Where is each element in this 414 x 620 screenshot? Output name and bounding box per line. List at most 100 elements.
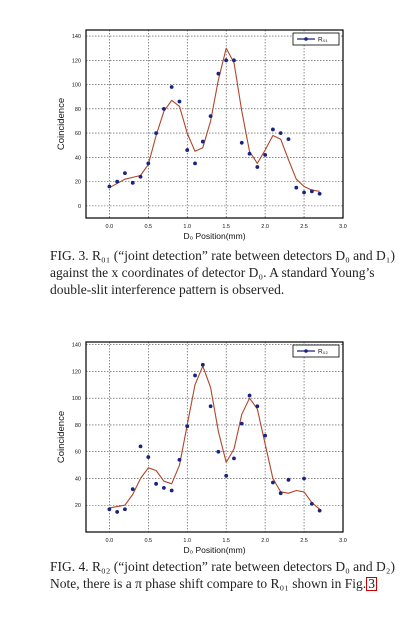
legend-marker — [304, 37, 308, 41]
x-tick-label: 2.0 — [261, 224, 269, 230]
data-point — [107, 507, 112, 512]
x-tick-label: 0.5 — [144, 538, 152, 544]
y-tick-label: 60 — [75, 131, 81, 137]
caption-fig3-text: R₀₁ (“joint detection” rate between dete… — [50, 248, 395, 297]
caption-fig4-lead: FIG. 4. — [50, 559, 89, 574]
data-point — [200, 362, 205, 367]
data-point — [146, 455, 151, 459]
data-point — [115, 510, 120, 514]
y-tick-label: 20 — [75, 503, 81, 509]
data-point — [232, 456, 236, 461]
data-point — [177, 457, 182, 462]
data-point — [154, 481, 158, 486]
data-point — [255, 404, 260, 409]
y-axis-label: Coincidence — [56, 411, 67, 463]
data-point — [239, 421, 244, 426]
y-tick-label: 0 — [78, 204, 81, 210]
x-tick-label: 3.0 — [339, 224, 347, 230]
x-tick-label: 2.5 — [300, 224, 308, 230]
data-point — [271, 127, 275, 132]
figure-4: 0.0 0.5 1.0 1.5 2.0 2.5 3.0 20 40 60 80 100 120 140 D₀… — [0, 320, 414, 565]
x-axis-label: D₀ Position(mm) — [183, 545, 245, 555]
x-tick-label: 3.0 — [339, 538, 347, 544]
data-point — [294, 185, 299, 190]
fit-curve — [109, 47, 320, 192]
data-point — [208, 404, 213, 409]
data-point — [224, 473, 229, 478]
y-tick-label: 100 — [72, 396, 81, 402]
data-point — [239, 140, 244, 145]
data-point — [130, 487, 135, 492]
data-point — [247, 393, 252, 398]
data-point — [115, 179, 120, 184]
y-tick-label: 140 — [72, 343, 81, 349]
caption-fig3-lead: FIG. 3. — [50, 248, 89, 263]
data-point — [154, 131, 158, 135]
legend-label: R₀₁ — [318, 37, 328, 44]
data-point — [123, 171, 127, 176]
y-tick-label: 40 — [75, 155, 81, 161]
y-tick-label: 120 — [72, 369, 81, 375]
data-point — [263, 433, 268, 438]
data-point — [309, 189, 314, 194]
legend-marker — [304, 349, 308, 353]
data-point — [146, 161, 151, 166]
x-tick-label: 1.5 — [222, 224, 230, 230]
data-point — [224, 58, 229, 63]
data-point — [317, 191, 322, 196]
data-point — [309, 502, 314, 506]
y-tick-label: 20 — [75, 180, 81, 186]
caption-fig4-text: R₀₂ (“joint detection” rate between dete… — [50, 559, 395, 591]
chart-fig3: 0.0 0.5 1.0 1.5 2.0 2.5 3.0 0 20 40 60 80 100 120 140 D… — [56, 29, 347, 241]
data-point — [317, 508, 322, 513]
data-point — [177, 99, 182, 104]
caption-fig4: FIG. 4. R₀₂ (“joint detection” rate betw… — [50, 558, 395, 592]
legend-label: R₀₂ — [318, 349, 328, 356]
x-tick-label: 1.5 — [222, 538, 230, 544]
x-tick-label: 1.0 — [183, 224, 191, 230]
data-point — [278, 131, 283, 135]
data-point — [185, 148, 190, 152]
data-point — [200, 139, 205, 144]
fit-curve — [109, 365, 320, 510]
data-point — [216, 71, 221, 76]
data-point — [185, 424, 190, 429]
x-tick-label: 0.0 — [106, 224, 114, 230]
legend-box — [292, 344, 340, 358]
caption-fig3: FIG. 3. R₀₁ (“joint detection” rate betw… — [50, 247, 395, 298]
data-point — [161, 485, 166, 490]
y-tick-label: 60 — [75, 450, 81, 456]
y-tick-label: 80 — [75, 107, 81, 113]
data-point — [216, 449, 221, 454]
plot-frame — [85, 341, 344, 533]
x-tick-label: 0.0 — [106, 538, 114, 544]
figure-3: 0.0 0.5 1.0 1.5 2.0 2.5 3.0 0 20 40 60 80 100 120 140 D… — [0, 0, 414, 260]
data-point — [169, 488, 174, 493]
data-point — [232, 58, 236, 63]
x-tick-label: 2.0 — [261, 538, 269, 544]
y-tick-label: 100 — [72, 83, 81, 89]
y-tick-label: 120 — [72, 58, 81, 64]
data-point — [302, 476, 306, 481]
data-point — [138, 174, 143, 179]
data-point — [255, 165, 260, 169]
y-tick-label: 80 — [75, 423, 81, 429]
data-point — [130, 180, 135, 185]
data-point — [193, 373, 197, 378]
legend-box — [292, 32, 340, 46]
data-point — [286, 137, 291, 142]
data-point — [123, 507, 127, 512]
data-point — [169, 85, 174, 89]
data-point — [107, 184, 112, 189]
data-point — [302, 190, 306, 195]
x-tick-label: 2.5 — [300, 538, 308, 544]
figure-ref-link[interactable]: 3 — [366, 576, 377, 591]
data-point — [271, 480, 275, 485]
data-point — [208, 114, 213, 119]
data-point — [193, 161, 197, 166]
x-tick-label: 1.0 — [183, 538, 191, 544]
x-tick-label: 0.5 — [144, 224, 152, 230]
data-point — [247, 151, 252, 156]
y-axis-label: Coincidence — [56, 98, 67, 150]
y-tick-label: 140 — [72, 34, 81, 40]
